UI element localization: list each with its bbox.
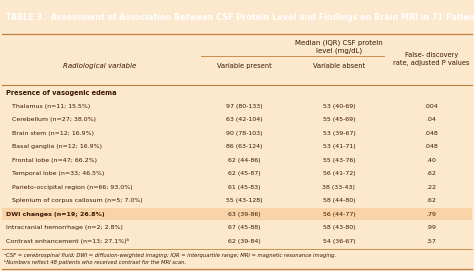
Text: 54 (36-67): 54 (36-67) (323, 239, 355, 244)
Bar (2, 208, 472, 221)
Text: Basal ganglia (n=12; 16.9%): Basal ganglia (n=12; 16.9%) (6, 144, 102, 149)
Text: .048: .048 (424, 131, 438, 136)
Text: False- discovery: False- discovery (405, 52, 458, 58)
Text: 97 (80-133): 97 (80-133) (226, 104, 263, 109)
Text: 53 (40-69): 53 (40-69) (323, 104, 355, 109)
Text: 38 (33-43): 38 (33-43) (322, 185, 356, 190)
Text: Median (IQR) CSF protein: Median (IQR) CSF protein (295, 40, 383, 46)
Text: 55 (43-128): 55 (43-128) (226, 198, 263, 204)
Text: Cerebellum (n=27; 38.0%): Cerebellum (n=27; 38.0%) (6, 117, 96, 122)
Text: 56 (41-72): 56 (41-72) (323, 171, 355, 176)
Text: 55 (45-69): 55 (45-69) (323, 117, 355, 122)
Text: 53 (39-67): 53 (39-67) (322, 131, 356, 136)
Text: 61 (45-83): 61 (45-83) (228, 185, 260, 190)
Text: Splenium of corpus callosum (n=5; 7.0%): Splenium of corpus callosum (n=5; 7.0%) (6, 198, 143, 204)
Text: 58 (43-80): 58 (43-80) (323, 225, 355, 230)
Text: 63 (42-104): 63 (42-104) (226, 117, 263, 122)
Text: 58 (44-80): 58 (44-80) (323, 198, 355, 204)
Text: .40: .40 (427, 158, 436, 163)
Text: Radiological variable: Radiological variable (63, 63, 136, 69)
Text: Variable absent: Variable absent (313, 63, 365, 69)
Text: .22: .22 (426, 185, 437, 190)
Text: Brain stem (n=12; 16.9%): Brain stem (n=12; 16.9%) (6, 131, 94, 136)
Text: ᵃCSF = cerebrospinal fluid; DWI = diffusion-weighted imaging; IQR = interquartil: ᵃCSF = cerebrospinal fluid; DWI = diffus… (4, 253, 336, 258)
Text: .62: .62 (427, 198, 436, 204)
Text: 67 (45-88): 67 (45-88) (228, 225, 260, 230)
Text: Thalamus (n=11; 15.5%): Thalamus (n=11; 15.5%) (6, 104, 91, 109)
Text: Parieto-occipital region (n=66; 93.0%): Parieto-occipital region (n=66; 93.0%) (6, 185, 133, 190)
Text: level (mg/dL): level (mg/dL) (316, 48, 362, 54)
Text: 56 (44-77): 56 (44-77) (322, 212, 356, 217)
Text: Frontal lobe (n=47; 66.2%): Frontal lobe (n=47; 66.2%) (6, 158, 97, 163)
Text: TABLE 3.  Assessment of Association Between CSF Protein Level and Findings on Br: TABLE 3. Assessment of Association Betwe… (6, 13, 474, 22)
Text: 90 (78-103): 90 (78-103) (226, 131, 263, 136)
Text: 62 (45-87): 62 (45-87) (228, 171, 260, 176)
Text: 86 (63-124): 86 (63-124) (226, 144, 263, 149)
Text: Temporal lobe (n=33; 46.5%): Temporal lobe (n=33; 46.5%) (6, 171, 105, 176)
Text: rate, adjusted P values: rate, adjusted P values (393, 60, 470, 66)
Text: 53 (41-71): 53 (41-71) (323, 144, 355, 149)
Text: DWI changes (n=19; 26.8%): DWI changes (n=19; 26.8%) (6, 212, 105, 217)
Text: .99: .99 (426, 225, 437, 230)
Text: ᵇNumbers reflect 48 patients who received contrast for the MRI scan.: ᵇNumbers reflect 48 patients who receive… (4, 260, 186, 265)
Text: .79: .79 (426, 212, 437, 217)
Text: 55 (43-76): 55 (43-76) (323, 158, 355, 163)
Text: .57: .57 (427, 239, 436, 244)
Text: 62 (44-86): 62 (44-86) (228, 158, 260, 163)
Text: 63 (39-86): 63 (39-86) (228, 212, 260, 217)
Text: .004: .004 (424, 104, 438, 109)
Text: Variable present: Variable present (217, 63, 272, 69)
Text: Intracranial hemorrhage (n=2; 2.8%): Intracranial hemorrhage (n=2; 2.8%) (6, 225, 123, 230)
Text: .04: .04 (427, 117, 436, 122)
Text: Presence of vasogenic edema: Presence of vasogenic edema (6, 90, 117, 96)
Text: .048: .048 (424, 144, 438, 149)
Text: Contrast enhancement (n=13; 27.1%)ᵇ: Contrast enhancement (n=13; 27.1%)ᵇ (6, 238, 129, 244)
Text: .62: .62 (427, 171, 436, 176)
Text: 62 (39-84): 62 (39-84) (228, 239, 261, 244)
